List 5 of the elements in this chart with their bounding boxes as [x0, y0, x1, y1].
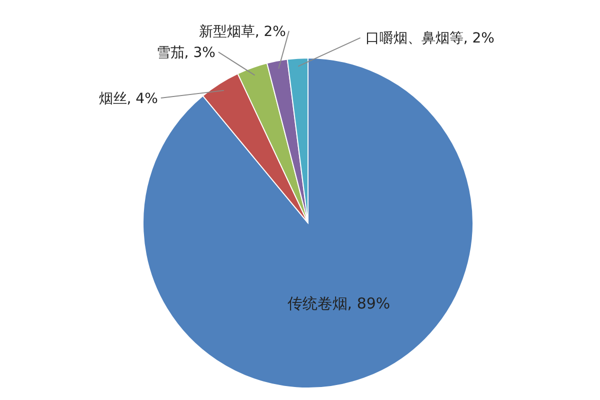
slice-label: 烟丝, 4% — [98, 90, 158, 107]
slice-label: 传统卷烟, 89% — [287, 294, 390, 312]
slice-label: 新型烟草, 2% — [198, 24, 286, 40]
slice-label: 口嚼烟、鼻烟等, 2% — [365, 30, 494, 47]
slice-label: 雪茄, 3% — [156, 44, 216, 61]
